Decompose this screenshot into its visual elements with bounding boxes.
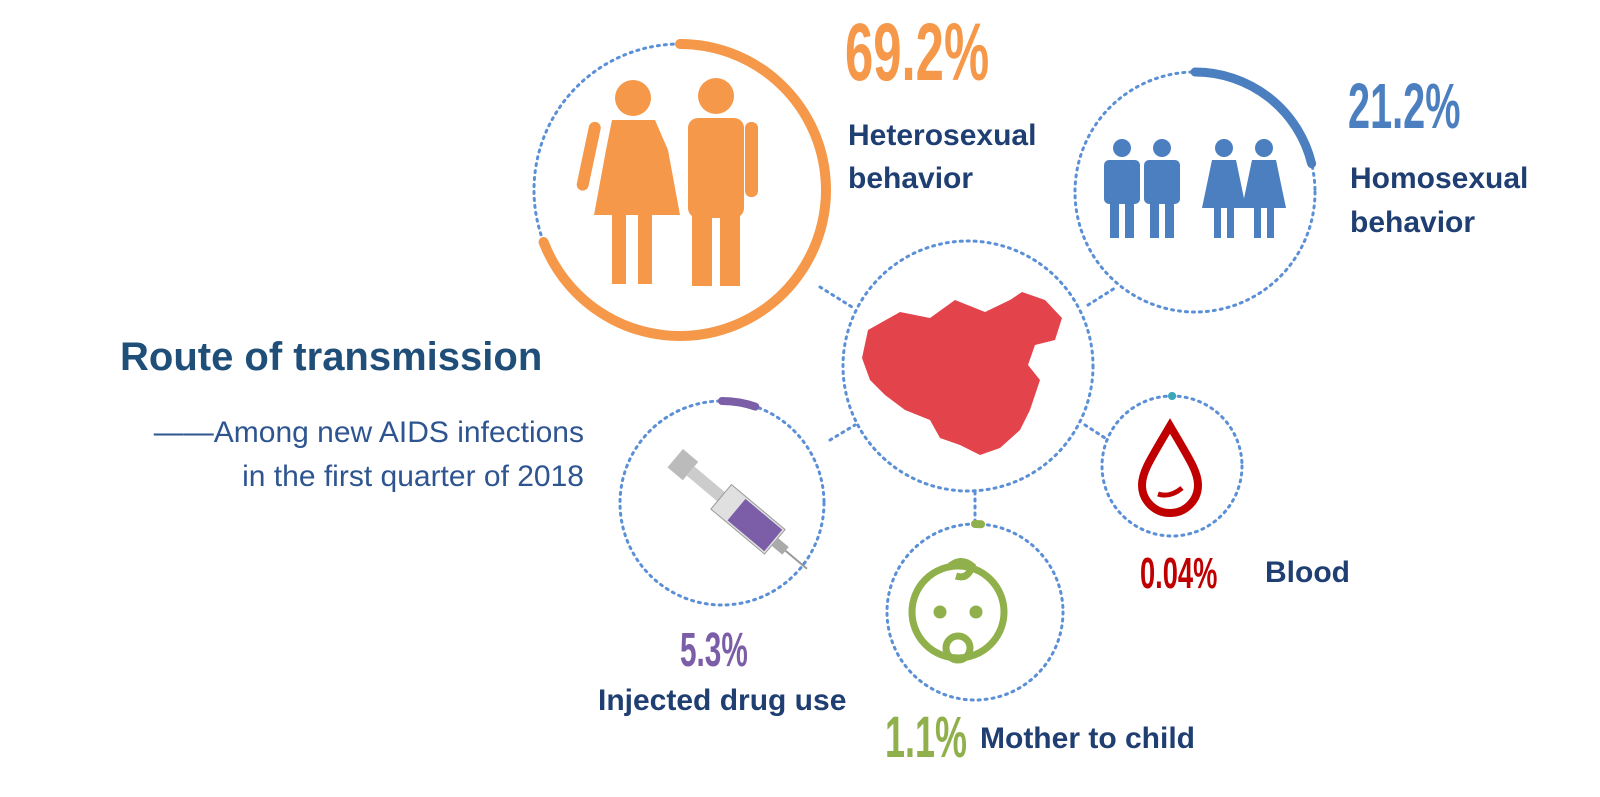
route-name: Injected drug use <box>598 684 846 717</box>
title: Route of transmission <box>120 335 542 379</box>
ring <box>1073 70 1317 314</box>
syringe-icon <box>667 449 808 570</box>
subtitle: in the first quarter of 2018 <box>242 460 584 493</box>
percent-label: 69.2% <box>845 7 989 98</box>
route-name: behavior <box>848 162 973 195</box>
baby-icon <box>908 558 1008 664</box>
route-name: Homosexual <box>1350 162 1528 195</box>
drop-icon <box>1137 418 1203 517</box>
couples-icon <box>1104 139 1286 238</box>
progress-arc <box>538 39 831 341</box>
subtitle: ——Among new AIDS infections <box>154 416 584 449</box>
percent-label: 1.1% <box>885 705 967 770</box>
percent-label: 21.2% <box>1348 72 1460 143</box>
route-name: Heterosexual <box>848 119 1036 152</box>
route-name: Blood <box>1265 556 1350 589</box>
route-name: behavior <box>1350 206 1475 239</box>
connectors <box>818 285 1117 524</box>
progress-arc <box>1190 67 1317 169</box>
china-ring <box>841 239 1095 493</box>
progress-arc <box>718 397 760 411</box>
percent-label: 0.04% <box>1140 548 1217 597</box>
route-name: Mother to child <box>980 722 1195 755</box>
couple-icon <box>576 78 758 286</box>
ring <box>618 399 826 607</box>
china-map <box>862 292 1062 455</box>
percent-label: 5.3% <box>680 624 748 677</box>
